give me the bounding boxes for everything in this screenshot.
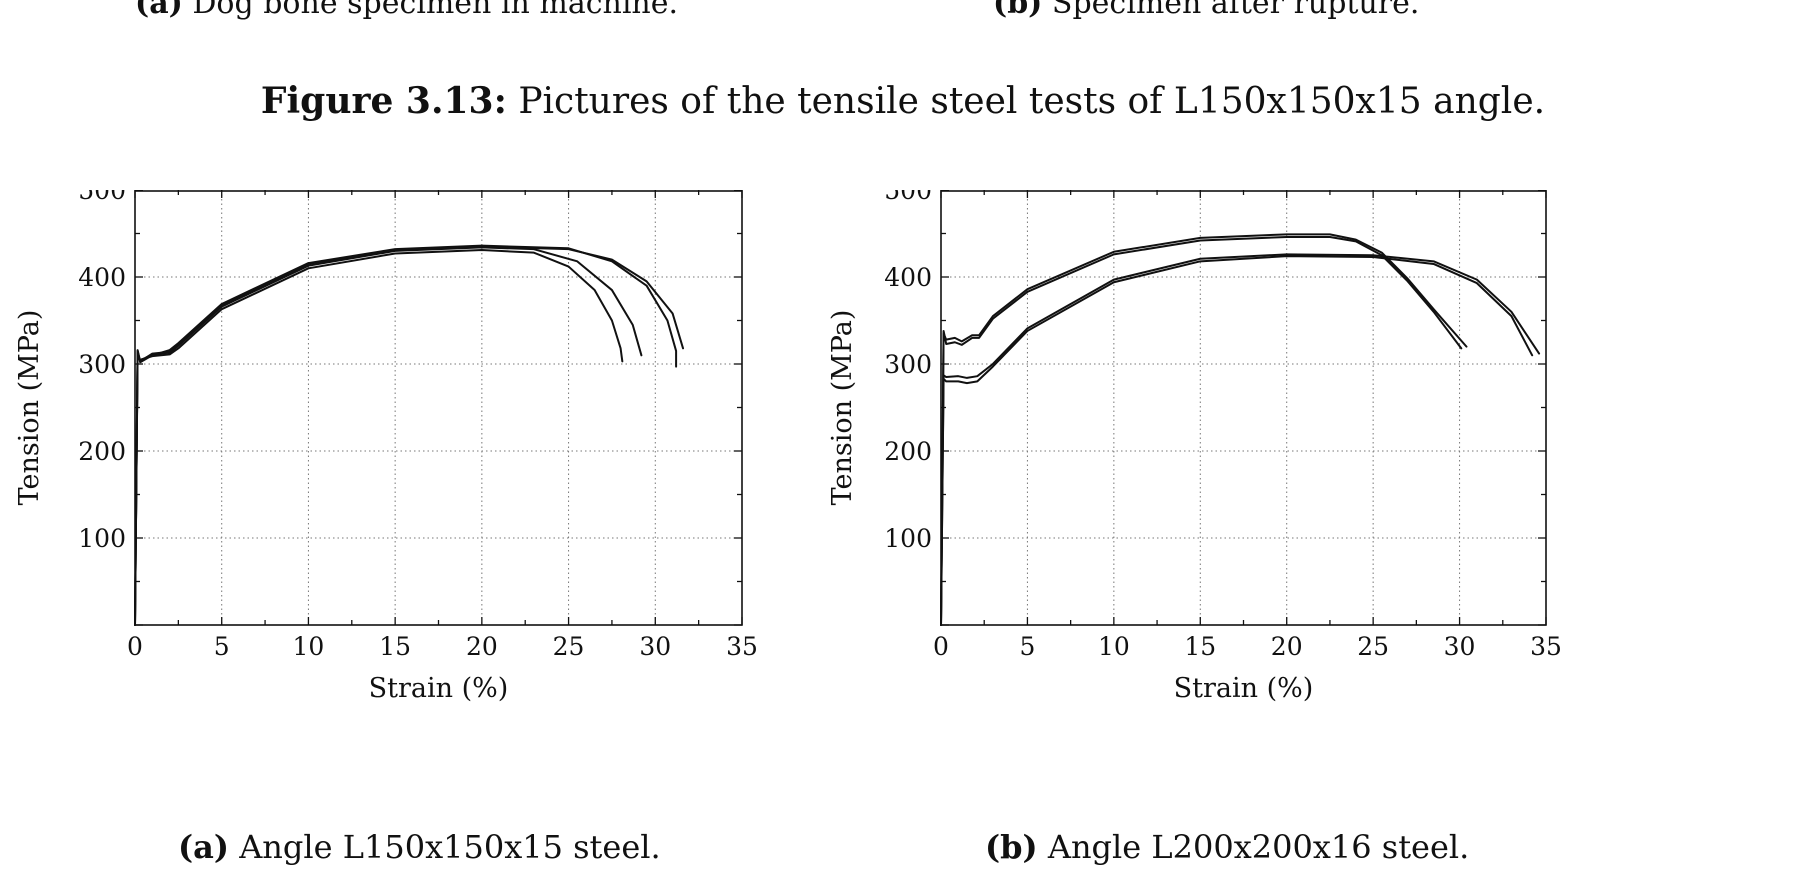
x-tick-label: 0: [933, 632, 949, 661]
series-line-4: [940, 253, 1541, 626]
x-tick-label: 20: [1271, 632, 1303, 661]
series-line-2: [940, 233, 1468, 626]
x-tick-label: 5: [1019, 632, 1035, 661]
top-caption-a: (a) Dog bone specimen in machine.: [135, 0, 678, 21]
x-tick-label: 10: [293, 632, 325, 661]
y-tick-label: 300: [884, 350, 932, 379]
top-caption-b-label: (b): [993, 0, 1043, 21]
y-tick-label: 500: [884, 190, 932, 205]
top-caption-b: (b) Specimen after rupture.: [993, 0, 1419, 21]
subfigure-caption-b-text: Angle L200x200x16 steel.: [1047, 828, 1470, 866]
series-line-3: [940, 255, 1534, 626]
x-tick-label: 15: [379, 632, 411, 661]
x-tick-label: 30: [1444, 632, 1476, 661]
series-line-3: [134, 244, 678, 626]
subfigure-caption-b-label: (b): [985, 828, 1038, 866]
tension-strain-chart-a: 0 5 10 15 20 25 30 35 100 200 300 400 500 Strain (%) T…: [14, 190, 758, 704]
y-tick-label: 100: [884, 524, 932, 553]
y-tick-label: 500: [78, 190, 126, 205]
subfigure-caption-b: (b) Angle L200x200x16 steel.: [985, 828, 1469, 866]
y-axis-title: Tension (MPa): [14, 310, 45, 506]
x-tick-label: 0: [127, 632, 143, 661]
series-line-1: [134, 249, 624, 626]
series-line-4: [134, 245, 685, 626]
subfigure-caption-a-label: (a): [178, 828, 230, 866]
top-caption-a-text: Dog bone specimen in machine.: [192, 0, 679, 21]
x-tick-label: 25: [553, 632, 585, 661]
x-tick-label: 25: [1357, 632, 1389, 661]
x-tick-label: 5: [214, 632, 230, 661]
series-line-2: [134, 246, 643, 626]
y-tick-label: 200: [884, 437, 932, 466]
y-tick-label: 400: [78, 263, 126, 292]
y-axis-title: Tension (MPa): [827, 310, 858, 506]
x-tick-label: 20: [466, 632, 498, 661]
subfigure-caption-a: (a) Angle L150x150x15 steel.: [178, 828, 661, 866]
tension-strain-chart-b: 0 5 10 15 20 25 30 35 100 200 300 400 500 Strain (%) T…: [827, 190, 1562, 704]
figure-caption-label: Figure 3.13:: [260, 80, 507, 122]
x-axis-title: Strain (%): [369, 673, 509, 704]
series-line-1: [940, 235, 1463, 626]
y-tick-label: 400: [884, 263, 932, 292]
x-tick-label: 30: [639, 632, 671, 661]
figure-caption: Figure 3.13: Pictures of the tensile ste…: [0, 80, 1806, 122]
y-tick-label: 300: [78, 350, 126, 379]
plot-frame: [134, 190, 743, 626]
x-tick-label: 35: [726, 632, 758, 661]
top-caption-b-text: Specimen after rupture.: [1051, 0, 1420, 21]
x-tick-label: 35: [1530, 632, 1562, 661]
x-axis-title: Strain (%): [1174, 673, 1314, 704]
x-tick-label: 15: [1184, 632, 1216, 661]
top-caption-a-label: (a): [135, 0, 183, 21]
subfigure-caption-a-text: Angle L150x150x15 steel.: [239, 828, 661, 866]
x-tick-label: 10: [1098, 632, 1130, 661]
y-tick-label: 200: [78, 437, 126, 466]
y-tick-label: 100: [78, 524, 126, 553]
plot-frame: [940, 190, 1547, 626]
figure-caption-text: Pictures of the tensile steel tests of L…: [518, 81, 1546, 122]
